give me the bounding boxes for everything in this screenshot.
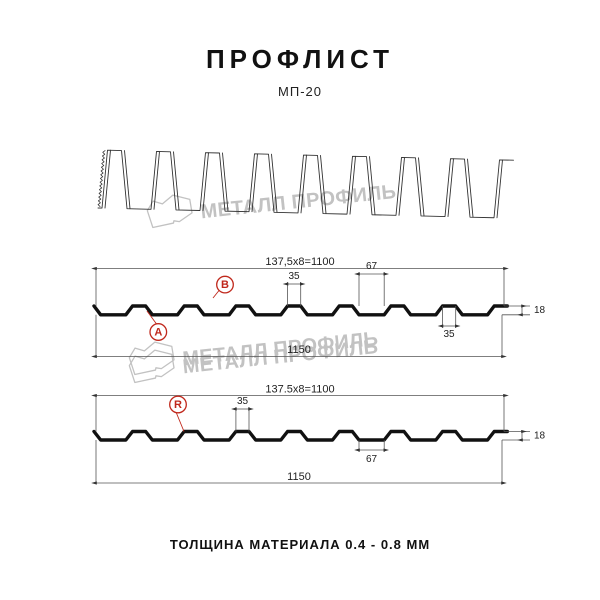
svg-text:35: 35 <box>237 396 249 407</box>
svg-text:137.5х8=1100: 137.5х8=1100 <box>265 384 334 396</box>
svg-text:67: 67 <box>366 454 378 465</box>
svg-text:137,5х8=1100: 137,5х8=1100 <box>265 256 334 268</box>
svg-text:18: 18 <box>534 431 546 442</box>
svg-text:R: R <box>174 399 182 411</box>
svg-text:35: 35 <box>443 329 455 340</box>
svg-text:18: 18 <box>534 305 546 316</box>
svg-text:1150: 1150 <box>287 344 311 356</box>
svg-text:1150: 1150 <box>287 471 311 483</box>
svg-text:B: B <box>221 279 229 291</box>
svg-text:67: 67 <box>366 261 378 272</box>
svg-text:35: 35 <box>288 271 300 282</box>
svg-text:A: A <box>154 327 162 339</box>
